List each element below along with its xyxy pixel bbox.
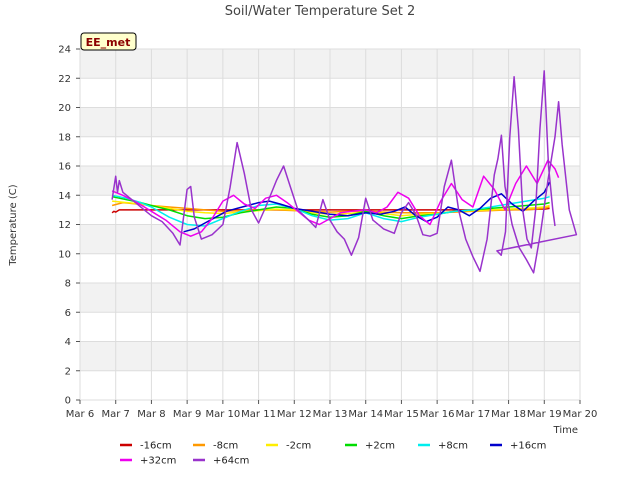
x-tick-label: Mar 19	[527, 409, 562, 420]
legend-label-+2cm: +2cm	[365, 441, 395, 452]
chart-title: Soil/Water Temperature Set 2	[225, 4, 416, 19]
y-tick-label: 22	[58, 74, 71, 85]
x-axis-ticks: Mar 6 Mar 7 Mar 8 Mar 9 Mar 10 Mar 11 Mar 12 Ma…	[66, 400, 598, 420]
y-tick-label: 18	[58, 132, 71, 143]
x-tick-label: Mar 15	[384, 409, 419, 420]
x-tick-label: Mar 11	[241, 409, 276, 420]
y-tick-label: 12	[58, 220, 71, 231]
legend-label--16cm: -16cm	[140, 441, 172, 452]
y-tick-label: 2	[65, 366, 71, 377]
station-badge: EE_met	[80, 32, 137, 51]
x-tick-label: Mar 18	[491, 409, 526, 420]
x-tick-label: Mar 10	[205, 409, 240, 420]
y-tick-label: 4	[65, 337, 71, 348]
legend-label--2cm: -2cm	[286, 441, 311, 452]
x-tick-label: Mar 14	[348, 409, 383, 420]
x-tick-label: Mar 8	[137, 409, 165, 420]
x-tick-label: Mar 12	[277, 409, 312, 420]
y-tick-label: 10	[58, 249, 71, 260]
x-tick-label: Mar 7	[102, 409, 130, 420]
x-tick-label: Mar 16	[420, 409, 455, 420]
y-axis-label: Temperature (C)	[8, 184, 19, 266]
y-tick-label: 14	[58, 191, 71, 202]
x-tick-label: Mar 6	[66, 409, 94, 420]
legend-label-+64cm: +64cm	[213, 456, 249, 467]
series-line-+16cm	[183, 181, 551, 233]
legend: -16cm -8cm -2cm +2cm +8cm +16cm +32cm +64cm	[120, 441, 546, 467]
y-tick-label: 8	[65, 279, 71, 290]
x-tick-label: Mar 9	[173, 409, 201, 420]
x-axis-label: Time	[553, 425, 578, 436]
legend-label-+16cm: +16cm	[510, 441, 546, 452]
x-tick-label: Mar 13	[313, 409, 348, 420]
station-badge-label: EE_met	[86, 36, 131, 49]
y-tick-label: 24	[58, 45, 71, 56]
series-line-+2cm	[111, 195, 550, 220]
y-tick-label: 6	[65, 308, 71, 319]
y-tick-label: 20	[58, 103, 71, 114]
legend-label--8cm: -8cm	[213, 441, 238, 452]
series-group	[111, 70, 578, 274]
y-tick-label: 0	[65, 396, 71, 407]
y-tick-label: 16	[58, 162, 71, 173]
x-tick-label: Mar 17	[455, 409, 490, 420]
series-line-+64cm	[111, 70, 578, 274]
legend-label-+8cm: +8cm	[438, 441, 468, 452]
legend-label-+32cm: +32cm	[140, 456, 176, 467]
x-tick-label: Mar 20	[563, 409, 598, 420]
